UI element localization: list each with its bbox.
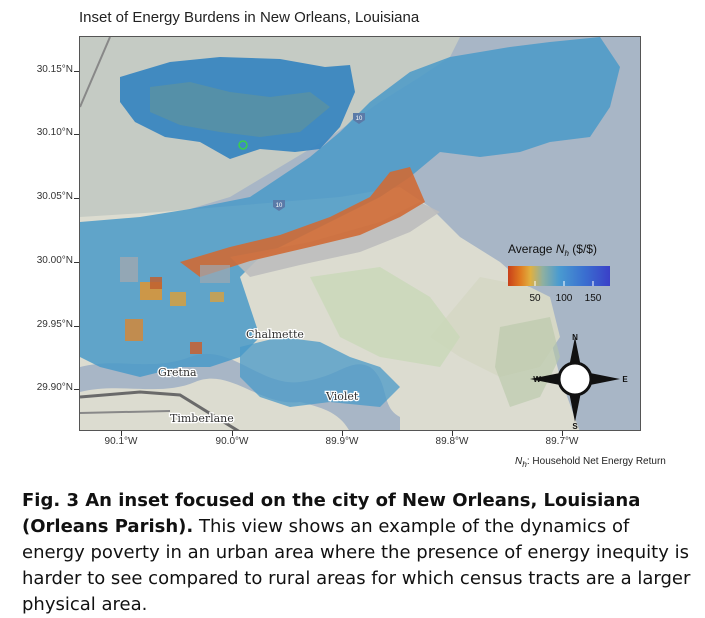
place-label-gretna: Gretna	[158, 366, 197, 379]
tract-cell	[190, 342, 202, 354]
compass-north: N	[572, 333, 578, 342]
legend-title-suffix: ($/$)	[569, 242, 597, 256]
new-orleans-marker	[238, 140, 248, 150]
map-panel[interactable]: 10 10 Chalmette Gretna Violet Timberlane	[79, 36, 641, 431]
x-axis-tick	[232, 431, 233, 436]
y-axis-tick	[74, 389, 79, 390]
x-axis-label: 89.8°W	[435, 436, 469, 447]
shield-number: 10	[356, 116, 363, 122]
note-var: N	[515, 456, 523, 467]
caption-text: This view shows an example of the dynami…	[22, 516, 691, 615]
y-axis-tick	[74, 198, 79, 199]
tract-cell	[125, 319, 143, 341]
y-axis-tick	[74, 326, 79, 327]
y-axis-label: 29.90°N	[36, 382, 73, 393]
x-axis-label: 89.7°W	[545, 436, 579, 447]
x-axis-tick	[562, 431, 563, 436]
legend-title-prefix: Average	[508, 242, 556, 256]
x-axis-tick	[452, 431, 453, 436]
y-axis-label: 30.00°N	[36, 255, 73, 266]
x-axis-label: 89.9°W	[325, 436, 359, 447]
x-axis-tick	[342, 431, 343, 436]
figure-caption: Fig. 3 An inset focused on the city of N…	[22, 488, 692, 618]
highway	[80, 390, 240, 430]
legend-colorbar	[508, 266, 610, 286]
y-axis-tick	[74, 71, 79, 72]
note-sub: h	[522, 459, 527, 469]
variable-note: Nh: Household Net Energy Return	[515, 456, 666, 469]
y-axis-label: 30.05°N	[36, 191, 73, 202]
x-axis-label: 90.1°W	[104, 436, 138, 447]
x-axis-label: 90.0°W	[215, 436, 249, 447]
compass-south: S	[572, 422, 578, 431]
note-text: : Household Net Energy Return	[526, 456, 666, 467]
tract-cell	[200, 265, 230, 283]
y-axis-tick	[74, 134, 79, 135]
i10-north-shield: 10	[353, 113, 365, 124]
compass-east: E	[622, 375, 628, 384]
marsh	[495, 317, 560, 407]
wetlands	[310, 267, 460, 367]
y-axis-tick	[74, 262, 79, 263]
tract-cell	[120, 257, 138, 282]
causeway-road	[80, 37, 111, 108]
legend: Average Nh ($/$) 50 100 150	[508, 242, 610, 304]
low-nh-tracts	[180, 167, 425, 277]
tract-cell	[150, 277, 162, 289]
legend-title-sub: h	[564, 249, 569, 258]
shield-number: 10	[276, 203, 283, 209]
y-axis-label: 30.15°N	[36, 64, 73, 75]
map-title: Inset of Energy Burdens in New Orleans, …	[79, 9, 420, 26]
us-inset-map	[120, 57, 355, 159]
legend-title-var: N	[556, 242, 565, 256]
y-axis-label: 29.95°N	[36, 319, 73, 330]
legend-tick-label: 50	[529, 293, 541, 304]
map-canvas: 10 10 Chalmette Gretna Violet Timberlane	[80, 37, 640, 431]
legend-tick-label: 150	[585, 293, 602, 304]
road	[80, 410, 171, 414]
st-bernard-tracts	[240, 337, 400, 407]
legend-title: Average Nh ($/$)	[508, 242, 597, 258]
i10-east-shield: 10	[273, 200, 285, 211]
place-label-violet: Violet	[325, 390, 359, 403]
legend-tick-label: 100	[556, 293, 573, 304]
y-axis-label: 30.10°N	[36, 127, 73, 138]
tract-cell	[170, 292, 186, 306]
caption-bold: Fig. 3 An inset focused on the city of N…	[22, 490, 641, 537]
place-label-chalmette: Chalmette	[246, 328, 304, 341]
x-axis-tick	[121, 431, 122, 436]
tract-cell	[210, 292, 224, 302]
place-label-timberlane: Timberlane	[170, 412, 234, 425]
compass-west: W	[533, 375, 541, 384]
compass-rose: N S E W	[530, 333, 628, 431]
mississippi-river	[80, 353, 400, 430]
us-inset-texture	[150, 82, 330, 137]
